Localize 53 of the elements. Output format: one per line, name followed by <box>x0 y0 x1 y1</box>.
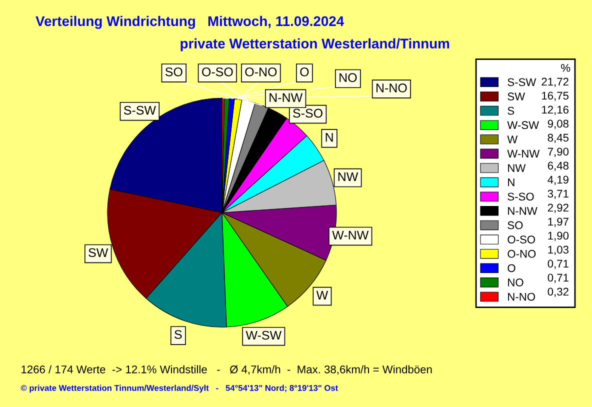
slice-label: SW <box>88 248 108 258</box>
legend-title: % <box>561 64 570 72</box>
slice-label: W-SW <box>246 330 282 340</box>
legend-label: SO <box>508 221 523 230</box>
text: 1266 / 174 Werte -> 12.1% Windstille - Ø 4,7km/h - Max. 38,6km/h = Windböen <box>22 365 432 375</box>
legend-label: SW <box>508 92 526 100</box>
data-label: 4,19 <box>548 176 568 185</box>
data-label: 2,92 <box>548 204 568 213</box>
slice-label: W <box>316 290 328 300</box>
slice-label: NO <box>340 73 357 82</box>
legend-label: N-NO <box>508 292 536 301</box>
category-label: N-NW <box>270 93 303 102</box>
slice-label: O-NO <box>245 67 277 76</box>
data-label: 9,08 <box>548 120 568 129</box>
legend-label: NW <box>508 164 526 172</box>
data-label: 0,32 <box>548 288 568 297</box>
legend-label: W-SW <box>507 121 540 130</box>
data-label: 1,90 <box>548 232 569 241</box>
data-label: 21,72 <box>542 78 568 87</box>
slice-label: O <box>300 67 309 76</box>
legend-label: NO <box>508 278 524 286</box>
legend-label: O-SO <box>508 236 536 244</box>
slice-label: N <box>326 132 333 142</box>
data-label: 3,71 <box>548 190 568 199</box>
slice-label: W-NW <box>332 230 369 240</box>
slice-label: S-SW <box>124 106 156 115</box>
slice-label: S <box>174 330 182 339</box>
data-label: 1,97 <box>548 218 568 227</box>
slice-label: S-SO <box>293 108 322 118</box>
legend-label: N <box>508 178 514 186</box>
legend-label: O-NO <box>508 250 536 258</box>
data-label: 16,75 <box>542 92 569 101</box>
legend-label: W <box>507 136 518 144</box>
data-label: 12,16 <box>542 106 568 115</box>
slice-label: O-SO <box>202 67 233 76</box>
text: © private Wetterstation Tinnum/Westerland/Sylt - 54°54'13" Nord; 8°19'13" Ost <box>20 384 338 393</box>
chart-subtitle: private Wetterstation Westerland/Tinnum <box>180 38 450 52</box>
legend-label: W-NW <box>507 150 540 158</box>
data-label: 1,03 <box>548 246 568 255</box>
data-label: 8,45 <box>548 134 569 143</box>
legend-label: S <box>508 106 514 115</box>
legend-label: N-NW <box>508 207 538 215</box>
data-label: 0,71 <box>548 260 568 269</box>
data-label: 7,90 <box>548 148 569 157</box>
legend-label: S-SW <box>508 78 536 86</box>
legend-label: O <box>508 264 516 272</box>
legend-label: S-SO <box>508 192 534 201</box>
slice-label: NW <box>338 172 358 182</box>
data-label: 6,48 <box>548 162 568 171</box>
slice-label: SO <box>165 67 182 76</box>
data-label: 0,71 <box>548 274 568 283</box>
chart-title: Verteilung Windrichtung Mittwoch, 11.09.2024 <box>36 16 344 29</box>
slice-label: N-NO <box>376 83 407 92</box>
